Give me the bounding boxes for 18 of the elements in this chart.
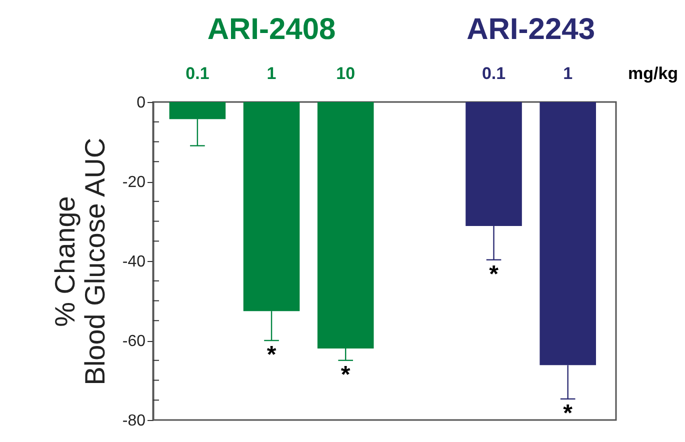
x-tick-label: 1 <box>266 64 276 83</box>
y-tick-label: -40 <box>122 254 146 270</box>
data-label: * <box>266 342 277 368</box>
series-label: ARI-2243 <box>466 13 596 46</box>
x-tick-label: 0.1 <box>186 64 210 83</box>
data-label: * <box>340 361 351 388</box>
series-label: ARI-2408 <box>207 13 336 46</box>
data-label: * <box>489 260 500 288</box>
data-label: * <box>563 400 574 427</box>
y-tick-label: -60 <box>122 333 146 350</box>
y-axis-title: % Change Blood Glucose AUC <box>49 138 110 386</box>
x-tick-label: 1 <box>563 64 573 83</box>
x-axis-title: mg/kg <box>628 64 678 83</box>
y-tick-label: -80 <box>122 412 146 430</box>
x-tick-label: 10 <box>336 64 356 83</box>
x-tick-label: 0.1 <box>482 64 506 83</box>
y-tick-label: -20 <box>122 174 146 191</box>
y-tick-label: 0 <box>136 94 146 112</box>
